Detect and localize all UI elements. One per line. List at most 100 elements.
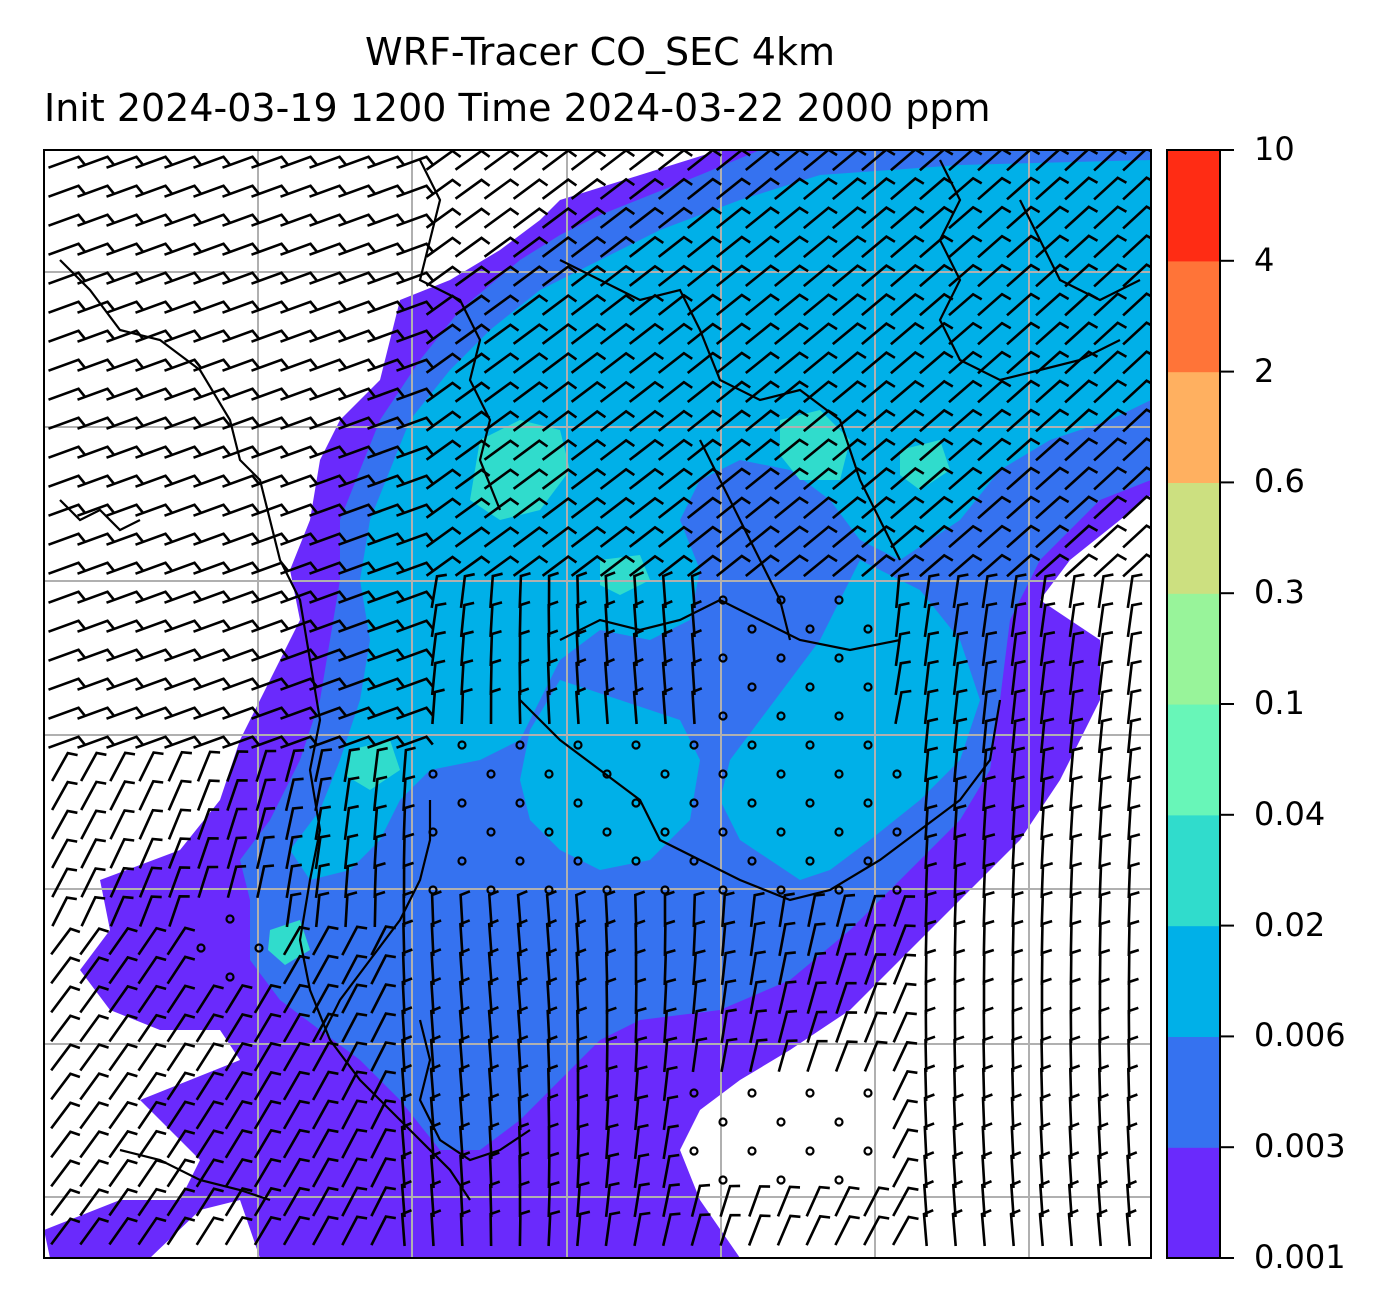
wind-barb xyxy=(341,954,368,985)
wind-barb xyxy=(890,176,925,201)
wind-barb xyxy=(1010,688,1026,725)
wind-barb xyxy=(280,561,318,575)
wind-barb xyxy=(657,409,693,432)
wind-barb xyxy=(338,474,376,488)
wind-barb xyxy=(894,601,910,638)
wind-barb xyxy=(1006,408,1041,433)
wind-barb xyxy=(253,1070,282,1101)
wind-barb xyxy=(454,352,491,374)
wind-barb xyxy=(483,265,520,287)
wind-barb xyxy=(1006,437,1041,462)
wind-barb xyxy=(51,896,77,927)
wind-barb xyxy=(425,294,462,316)
wind-barb xyxy=(628,322,665,345)
wind-barb xyxy=(370,954,396,985)
wind-barb xyxy=(692,978,707,1015)
wind-barb xyxy=(628,351,665,374)
colorbar-tick-label: 0.1 xyxy=(1254,684,1305,722)
wind-barb xyxy=(77,503,115,517)
calm-wind-marker xyxy=(776,1117,786,1127)
wind-barb xyxy=(1069,890,1082,928)
wind-barb xyxy=(50,809,78,840)
wind-barb xyxy=(400,1093,412,1131)
calm-wind-marker xyxy=(776,885,786,895)
calm-wind-marker xyxy=(225,972,235,982)
wind-barb xyxy=(512,178,549,200)
wind-barb xyxy=(425,555,462,577)
wind-barb xyxy=(135,242,173,256)
wind-barb xyxy=(715,322,751,346)
wind-barb xyxy=(773,380,809,404)
wind-barb xyxy=(576,1122,589,1160)
wind-barb xyxy=(541,264,578,287)
wind-barb xyxy=(224,1071,253,1101)
wind-barb xyxy=(982,890,995,928)
wind-barb xyxy=(541,554,578,577)
wind-barb xyxy=(948,150,983,172)
wind-barb xyxy=(1093,263,1128,288)
wind-barb xyxy=(167,837,191,869)
wind-barb xyxy=(195,1013,224,1043)
wind-barb xyxy=(576,1181,590,1218)
wind-barb xyxy=(1064,205,1099,230)
wind-barb xyxy=(460,659,474,696)
wind-barb xyxy=(1064,495,1099,520)
wind-barb xyxy=(948,379,983,404)
wind-barb xyxy=(396,735,434,749)
wind-barb xyxy=(137,955,167,985)
wind-barb xyxy=(226,750,249,782)
wind-barb xyxy=(1122,176,1151,201)
wind-barb xyxy=(663,948,676,986)
wind-barb xyxy=(835,1011,858,1043)
wind-barb xyxy=(661,658,673,696)
wind-barb xyxy=(222,184,260,198)
wind-barb xyxy=(721,891,735,928)
wind-barb xyxy=(338,329,376,343)
wind-barb xyxy=(282,1157,310,1188)
wind-barb xyxy=(79,1188,109,1217)
wind-barb xyxy=(309,619,347,633)
wind-barb xyxy=(951,1209,963,1247)
wind-barb xyxy=(1006,350,1041,375)
colorbar-ticks xyxy=(1220,149,1234,1259)
wind-barb xyxy=(831,293,867,317)
wind-barb xyxy=(280,358,318,372)
wind-barb xyxy=(373,861,386,899)
wind-barb xyxy=(923,631,940,667)
wind-barb xyxy=(311,1157,339,1188)
wind-barb xyxy=(396,155,434,169)
wind-barb xyxy=(1126,1122,1138,1160)
wind-barb xyxy=(166,1216,196,1246)
wind-barb xyxy=(341,1215,368,1246)
wind-barb xyxy=(686,554,722,578)
wind-barb xyxy=(894,631,911,667)
calm-wind-marker xyxy=(834,827,844,837)
wind-barb xyxy=(164,155,202,169)
wind-barb xyxy=(195,1216,224,1246)
wind-barb xyxy=(605,1035,618,1073)
wind-barb xyxy=(924,833,938,870)
wind-barb xyxy=(164,648,202,662)
wind-barb xyxy=(251,706,289,720)
wind-barb xyxy=(197,865,219,898)
wind-barb xyxy=(50,751,78,782)
wind-barb xyxy=(633,1211,651,1247)
wind-barb xyxy=(77,735,115,749)
wind-barb xyxy=(546,1064,559,1102)
wind-barb xyxy=(195,1158,224,1188)
wind-barb xyxy=(280,184,318,198)
wind-barb xyxy=(489,601,503,638)
wind-barb xyxy=(570,467,607,490)
wind-barb xyxy=(981,1064,994,1102)
wind-barb xyxy=(193,184,231,198)
wind-barb xyxy=(138,779,164,811)
wind-barb xyxy=(773,264,809,288)
wind-barb xyxy=(370,1157,396,1188)
wind-barb xyxy=(222,242,260,256)
wind-barb xyxy=(137,1042,167,1072)
wind-barb xyxy=(715,380,751,404)
wind-barb xyxy=(951,1180,964,1218)
wind-barb xyxy=(605,1094,619,1131)
wind-barb xyxy=(834,1185,860,1217)
wind-barb xyxy=(661,687,674,725)
